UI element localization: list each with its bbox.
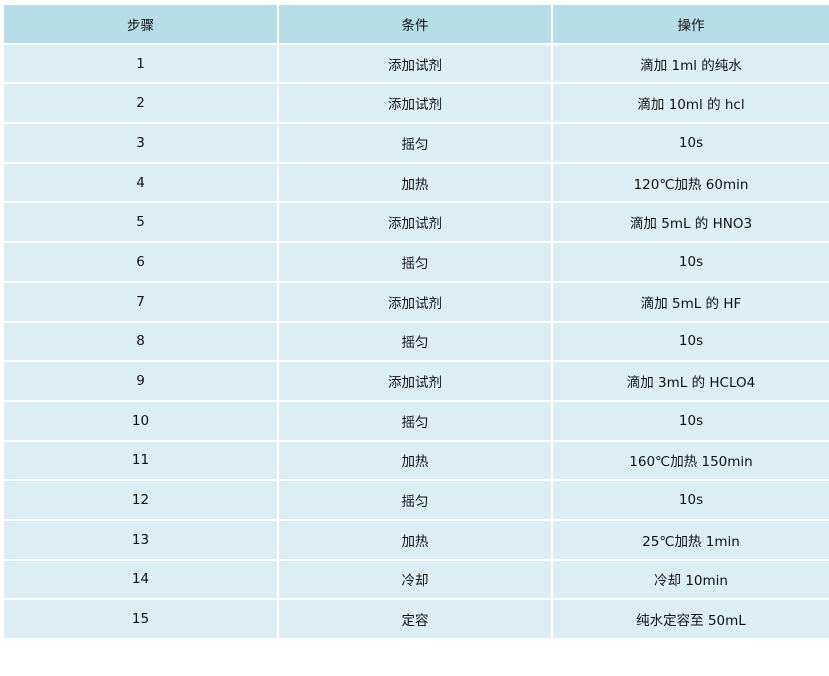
cell-step: 14 xyxy=(2,558,279,601)
table-row: 11 加热 160℃加热 150min xyxy=(2,439,829,482)
table-row: 3 摇匀 10s xyxy=(2,122,829,164)
cell-operation: 冷却 10min xyxy=(551,558,829,601)
cell-step: 12 xyxy=(2,479,279,521)
table-row: 13 加热 25℃加热 1min xyxy=(2,518,829,561)
cell-condition: 摇匀 xyxy=(277,122,553,164)
cell-condition: 添加试剂 xyxy=(277,42,553,85)
table-row: 14 冷却 冷却 10min xyxy=(2,558,829,601)
cell-operation: 滴加 3mL 的 HCLO4 xyxy=(551,360,829,402)
cell-step: 2 xyxy=(2,82,279,125)
cell-operation: 120℃加热 60min xyxy=(551,161,829,204)
header-operation: 操作 xyxy=(551,3,829,45)
cell-condition: 添加试剂 xyxy=(277,82,553,125)
header-row: 步骤 条件 操作 xyxy=(2,3,829,45)
cell-operation: 10s xyxy=(551,479,829,521)
cell-step: 6 xyxy=(2,241,279,283)
cell-condition: 摇匀 xyxy=(277,399,553,442)
table-row: 4 加热 120℃加热 60min xyxy=(2,161,829,204)
cell-condition: 加热 xyxy=(277,161,553,204)
procedure-table: 步骤 条件 操作 1 添加试剂 滴加 1ml 的纯水 2 添加试剂 滴加 10ml 的 hcl… xyxy=(2,3,829,640)
cell-condition: 加热 xyxy=(277,518,553,561)
cell-operation: 10s xyxy=(551,122,829,164)
cell-condition: 摇匀 xyxy=(277,479,553,521)
cell-step: 3 xyxy=(2,122,279,164)
table-row: 12 摇匀 10s xyxy=(2,479,829,521)
cell-operation: 160℃加热 150min xyxy=(551,439,829,482)
cell-operation: 滴加 10ml 的 hcl xyxy=(551,82,829,125)
table-row: 10 摇匀 10s xyxy=(2,399,829,442)
cell-condition: 添加试剂 xyxy=(277,280,553,323)
cell-condition: 冷却 xyxy=(277,558,553,601)
cell-step: 7 xyxy=(2,280,279,323)
cell-condition: 摇匀 xyxy=(277,241,553,283)
cell-step: 8 xyxy=(2,320,279,363)
header-condition: 条件 xyxy=(277,3,553,45)
table-row: 2 添加试剂 滴加 10ml 的 hcl xyxy=(2,82,829,125)
cell-step: 15 xyxy=(2,598,279,640)
cell-step: 4 xyxy=(2,161,279,204)
cell-operation: 滴加 1ml 的纯水 xyxy=(551,42,829,85)
cell-step: 11 xyxy=(2,439,279,482)
table-row: 9 添加试剂 滴加 3mL 的 HCLO4 xyxy=(2,360,829,402)
cell-step: 13 xyxy=(2,518,279,561)
cell-condition: 添加试剂 xyxy=(277,201,553,244)
cell-step: 5 xyxy=(2,201,279,244)
cell-operation: 滴加 5mL 的 HF xyxy=(551,280,829,323)
table-row: 7 添加试剂 滴加 5mL 的 HF xyxy=(2,280,829,323)
table-row: 5 添加试剂 滴加 5mL 的 HNO3 xyxy=(2,201,829,244)
cell-condition: 添加试剂 xyxy=(277,360,553,402)
cell-step: 9 xyxy=(2,360,279,402)
cell-step: 10 xyxy=(2,399,279,442)
cell-condition: 加热 xyxy=(277,439,553,482)
cell-condition: 摇匀 xyxy=(277,320,553,363)
cell-operation: 纯水定容至 50mL xyxy=(551,598,829,640)
cell-operation: 10s xyxy=(551,241,829,283)
table-row: 1 添加试剂 滴加 1ml 的纯水 xyxy=(2,42,829,85)
cell-operation: 10s xyxy=(551,320,829,363)
table-row: 15 定容 纯水定容至 50mL xyxy=(2,598,829,640)
cell-condition: 定容 xyxy=(277,598,553,640)
cell-step: 1 xyxy=(2,42,279,85)
table-row: 8 摇匀 10s xyxy=(2,320,829,363)
cell-operation: 10s xyxy=(551,399,829,442)
header-step: 步骤 xyxy=(2,3,279,45)
cell-operation: 滴加 5mL 的 HNO3 xyxy=(551,201,829,244)
cell-operation: 25℃加热 1min xyxy=(551,518,829,561)
table-row: 6 摇匀 10s xyxy=(2,241,829,283)
